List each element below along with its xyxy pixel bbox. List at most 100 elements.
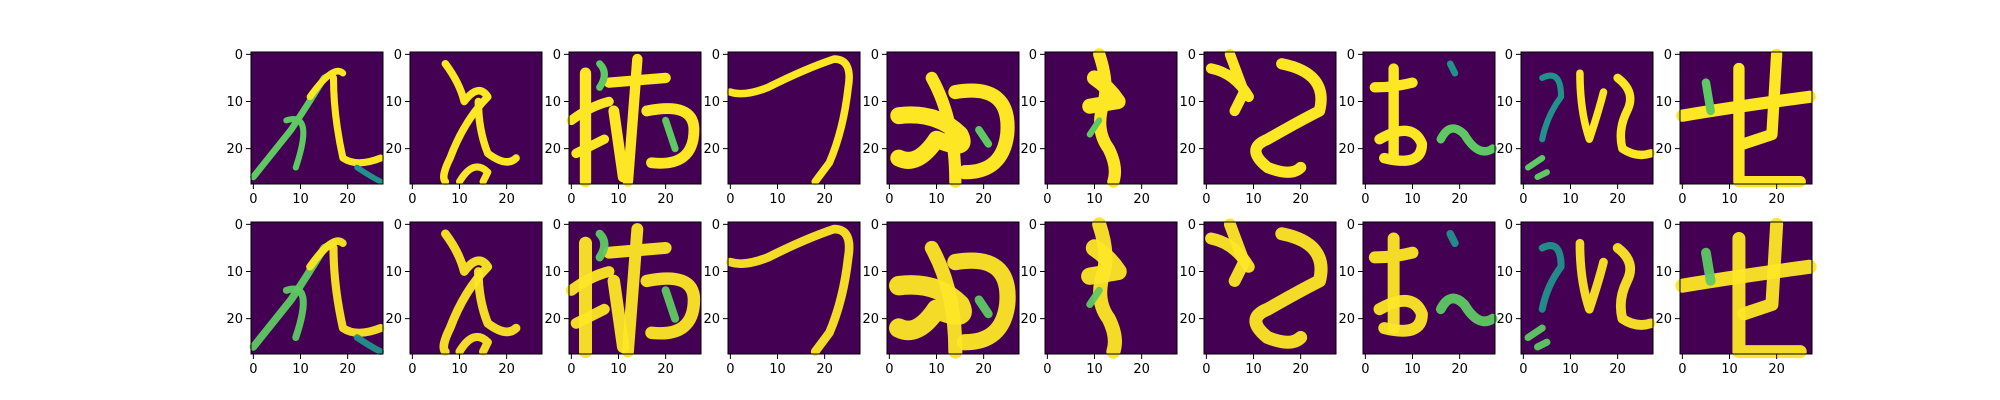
image-background	[1363, 222, 1495, 354]
glyph-stroke	[455, 163, 492, 186]
y-tick-label: 10	[1179, 95, 1196, 110]
y-tick-label: 0	[712, 48, 720, 63]
glyph-stroke	[1082, 70, 1126, 114]
axes-frame	[1520, 51, 1654, 185]
glyph-stroke	[1701, 78, 1715, 116]
axes-frame	[409, 221, 543, 355]
glyph-stroke	[1250, 58, 1327, 178]
glyph-stroke	[1539, 72, 1565, 143]
x-tick-label: 10	[1245, 362, 1262, 377]
y-tick-label: 10	[226, 95, 243, 110]
glyph-tsu	[726, 55, 853, 186]
y-tick-label: 10	[544, 95, 561, 110]
glyph-stroke	[726, 224, 854, 356]
glyph-stroke	[306, 237, 347, 271]
image-panel: 0 10 20 0 10 20	[1179, 48, 1337, 207]
y-tick-label: 10	[1179, 265, 1196, 280]
x-tick-label: 0	[1202, 362, 1210, 377]
glyph-stroke	[1373, 295, 1428, 337]
y-tick-label: 20	[703, 312, 720, 327]
x-tick-label: 20	[1609, 362, 1626, 377]
image-panel: 0 10 20 0 10 20	[544, 218, 702, 377]
y-tick-label: 0	[1664, 48, 1672, 63]
glyph-hiragana-re	[1524, 238, 1656, 351]
image-panel: 0 10 20 0 10 20	[1655, 217, 1817, 377]
glyph-stroke	[282, 285, 307, 342]
x-tick-label: 0	[1519, 362, 1527, 377]
y-tick-label: 10	[862, 265, 879, 280]
axes-frame	[1044, 51, 1178, 185]
x-tick-label: 10	[1245, 192, 1262, 207]
axes-frame	[886, 51, 1020, 185]
glyph-stroke	[596, 60, 679, 153]
glyph-kanji	[565, 223, 701, 359]
y-tick-label: 0	[1188, 48, 1196, 63]
axes-frame	[568, 51, 702, 185]
y-tick-label: 20	[1655, 142, 1672, 157]
x-tick-label: 20	[339, 192, 356, 207]
x-tick-label: 10	[1404, 192, 1421, 207]
glyph-to	[1205, 49, 1327, 178]
y-tick-label: 20	[862, 312, 879, 327]
x-tick-label: 0	[1361, 362, 1369, 377]
y-tick-label: 0	[871, 218, 879, 233]
x-tick-label: 0	[249, 362, 257, 377]
y-tick-label: 10	[703, 95, 720, 110]
image-panel: 0 10 20 0 10 20	[703, 48, 861, 207]
y-tick-label: 20	[1655, 312, 1672, 327]
axes-frame	[1203, 51, 1337, 185]
x-tick-label: 10	[610, 362, 627, 377]
axes-frame	[250, 221, 384, 355]
y-tick-label: 10	[1655, 95, 1672, 110]
x-tick-label: 10	[769, 362, 786, 377]
y-tick-label: 0	[553, 218, 561, 233]
image-background	[1363, 52, 1495, 184]
x-tick-label: 10	[451, 192, 468, 207]
axes-frame	[568, 221, 702, 355]
x-tick-label: 10	[1404, 362, 1421, 377]
y-tick-label: 20	[226, 312, 243, 327]
glyph-stroke	[474, 267, 521, 337]
y-tick-label: 10	[1020, 95, 1037, 110]
glyph-stroke	[890, 106, 971, 169]
y-tick-label: 0	[394, 218, 402, 233]
y-tick-label: 0	[235, 218, 243, 233]
glyph-stroke	[1733, 62, 1806, 188]
glyph-stroke	[947, 252, 1016, 351]
image-panel: 0 10 20 0 10 20	[544, 48, 702, 207]
glyph-hiragana-se	[1675, 217, 1817, 359]
y-tick-label: 10	[1338, 95, 1355, 110]
image-panel: 0 10 20 0 10 20	[1338, 218, 1498, 377]
y-tick-label: 10	[1338, 265, 1355, 280]
x-tick-label: 20	[1133, 362, 1150, 377]
y-tick-label: 20	[1020, 142, 1037, 157]
y-tick-label: 10	[703, 265, 720, 280]
image-panel: 0 10 20 0 10 20	[703, 218, 861, 377]
glyph-ho	[439, 229, 521, 356]
glyph-ra	[250, 67, 385, 185]
glyph-stroke	[1435, 293, 1498, 327]
y-tick-label: 10	[544, 265, 561, 280]
image-panel: 0 10 20 0 10 20	[1020, 48, 1178, 207]
x-tick-label: 10	[1562, 192, 1579, 207]
x-tick-label: 10	[1086, 192, 1103, 207]
image-panel: 0 10 20 0 10 20	[1655, 48, 1816, 207]
y-tick-label: 20	[1496, 312, 1513, 327]
y-tick-label: 20	[862, 142, 879, 157]
x-tick-label: 10	[451, 362, 468, 377]
glyph-stroke	[1575, 238, 1608, 314]
axes-frame	[1679, 221, 1813, 355]
glyph-stroke	[1086, 117, 1103, 138]
axes-frame	[886, 221, 1020, 355]
x-tick-label: 0	[408, 362, 416, 377]
x-tick-label: 20	[1292, 192, 1309, 207]
y-tick-label: 0	[394, 48, 402, 63]
x-tick-label: 10	[1086, 362, 1103, 377]
image-panel: 0 10 20 0 10 20	[862, 48, 1020, 207]
glyph-stroke	[924, 240, 963, 359]
x-tick-label: 0	[1043, 362, 1051, 377]
glyph-hiragana-o	[1369, 60, 1497, 166]
x-tick-label: 0	[726, 192, 734, 207]
y-tick-label: 0	[1505, 218, 1513, 233]
x-tick-label: 20	[657, 192, 674, 207]
